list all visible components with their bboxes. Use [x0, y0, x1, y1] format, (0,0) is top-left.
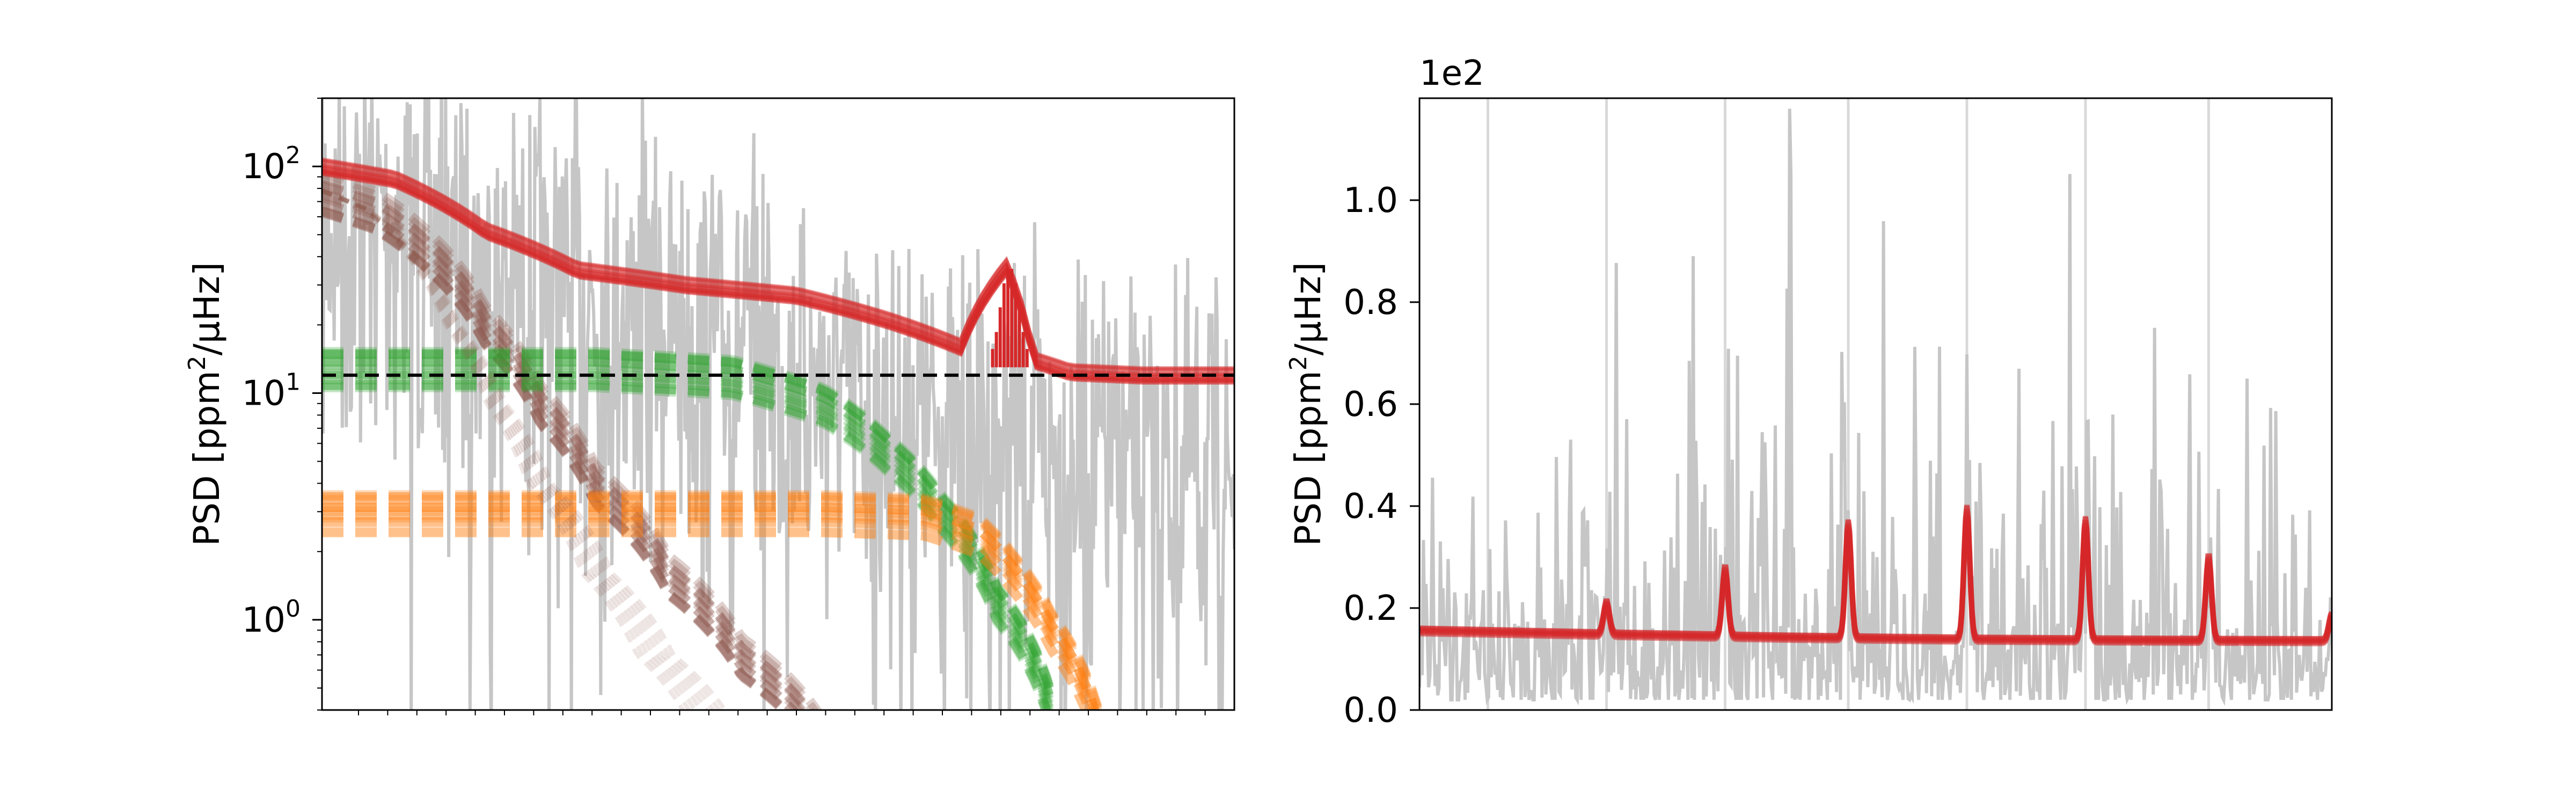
- left-cff7f0e-draw-1: [322, 492, 1102, 710]
- left-x-minor-ticks: [358, 710, 1206, 715]
- left-c8c564b-draw-3: [322, 206, 792, 710]
- right-panel: 0.0 0.2 0.4 0.6 0.8 1.0 1e2 PSD [ppm2/μHz]: [1285, 54, 2333, 730]
- left-plot-area: [322, 98, 1234, 710]
- left-cff7f0e-draw-8: [322, 502, 1100, 710]
- left-c8c564b-draw-11: [322, 179, 815, 710]
- left-model-draw-14: [322, 170, 1234, 383]
- left-c2ca02c-draw-10: [322, 356, 1057, 706]
- right-ytick-label-4: 0.8: [1343, 283, 1398, 323]
- left-c8c564b-draw-0: [322, 193, 804, 710]
- left-cff7f0e-draw-2: [322, 517, 1095, 710]
- left-c2ca02c-draw-3: [322, 349, 1057, 698]
- left-faint-draw-7: [322, 188, 728, 710]
- left-ytick-label-0: 102: [242, 142, 301, 187]
- left-c2ca02c-draw-12: [322, 360, 1057, 709]
- left-c8c564b-draw-10: [322, 188, 808, 710]
- left-model-draw-4: [322, 164, 1234, 377]
- left-c8c564b-draw-4: [322, 180, 815, 710]
- left-faint-draw-3: [322, 188, 704, 710]
- left-cff7f0e-draw-11: [322, 510, 1097, 710]
- left-cff7f0e-draw-13: [322, 495, 1102, 710]
- left-cff7f0e-draw-0: [322, 528, 1091, 710]
- left-c8c564b-draw-13: [322, 189, 807, 710]
- left-y-axis-label: PSD [ppm2/μHz]: [184, 262, 228, 546]
- right-model-draw-4: [1419, 518, 2332, 647]
- right-y-ticks: 0.0 0.2 0.4 0.6 0.8 1.0: [1343, 181, 1419, 730]
- left-c2ca02c-draw-1: [322, 383, 1051, 710]
- left-c8c564b-draw-1: [322, 173, 819, 710]
- right-ytick-label-5: 1.0: [1343, 181, 1398, 221]
- left-c2ca02c-draw-7: [322, 357, 1057, 706]
- right-ytick-label-2: 0.4: [1343, 487, 1398, 526]
- left-c8c564b-draw-6: [322, 199, 799, 710]
- left-panel: 102 101 100 PSD [ppm2/μHz]: [184, 97, 1235, 715]
- left-cff7f0e-draw-7: [322, 517, 1095, 710]
- left-faint-draw-5: [322, 188, 716, 710]
- left-cff7f0e-draw-3: [322, 503, 1100, 710]
- right-model-draw-5: [1419, 509, 2332, 643]
- left-faint-draw-2: [322, 188, 698, 710]
- left-faint-draw-6: [322, 188, 722, 710]
- left-c2ca02c-draw-6: [322, 375, 1053, 710]
- left-c8c564b-draw-2: [322, 207, 791, 710]
- left-y-ticks: 102 101 100: [242, 98, 322, 711]
- left-model-draw-16: [322, 171, 1234, 385]
- left-c2ca02c-draw-8: [322, 380, 1052, 710]
- left-cff7f0e-draw-6: [322, 502, 1100, 710]
- right-plot-area: [1419, 98, 2332, 710]
- left-c2ca02c-draw-11: [322, 380, 1052, 710]
- left-cff7f0e-draw-5: [322, 492, 1102, 710]
- left-c2ca02c-draw-2: [322, 350, 1057, 699]
- left-c8c564b-draw-5: [322, 169, 823, 710]
- left-model-draw-0: [322, 157, 1234, 371]
- left-ytick-label-2: 100: [242, 595, 301, 640]
- left-faint-draw-4: [322, 188, 710, 710]
- left-c2ca02c-draw-5: [322, 369, 1055, 710]
- left-c2ca02c-draw-0: [322, 349, 1057, 699]
- right-ytick-label-1: 0.2: [1343, 589, 1398, 628]
- left-model-draw-13: [322, 170, 1234, 384]
- left-c2ca02c-draw-13: [322, 347, 1057, 696]
- left-model-draw-11: [322, 159, 1234, 372]
- right-power-spectrum-line: [1419, 108, 2332, 706]
- left-cff7f0e-draw-12: [322, 490, 1102, 708]
- left-faint-draw-0: [322, 189, 686, 710]
- right-ytick-label-3: 0.6: [1343, 385, 1398, 425]
- left-c8c564b-draw-8: [322, 198, 800, 710]
- left-c2ca02c-draw-4: [322, 364, 1057, 710]
- left-model-draw-7: [322, 163, 1234, 376]
- left-ytick-label-1: 101: [242, 369, 301, 414]
- left-c8c564b-draw-12: [322, 181, 813, 710]
- left-power-spectrum-line: [322, 98, 1234, 710]
- right-offset-text: 1e2: [1419, 54, 1484, 93]
- left-cff7f0e-draw-4: [322, 527, 1091, 710]
- right-ytick-label-0: 0.0: [1343, 691, 1398, 730]
- left-model-draw-6: [322, 170, 1234, 384]
- left-model-draw-2: [322, 171, 1234, 385]
- left-model-draw-10: [322, 162, 1234, 376]
- left-model-draw-17: [322, 158, 1234, 371]
- left-faint-draw-1: [322, 188, 692, 710]
- left-cff7f0e-draw-9: [322, 513, 1096, 710]
- left-c8c564b-draw-7: [322, 208, 791, 710]
- left-c2ca02c-draw-9: [322, 371, 1055, 710]
- left-cff7f0e-draw-10: [322, 506, 1099, 710]
- left-model-draw-5: [322, 164, 1234, 377]
- left-axes-frame: [321, 97, 1235, 711]
- left-model-draw-1: [322, 158, 1234, 372]
- left-c8c564b-draw-9: [322, 206, 792, 710]
- right-y-axis-label: PSD [ppm2/μHz]: [1285, 262, 1329, 546]
